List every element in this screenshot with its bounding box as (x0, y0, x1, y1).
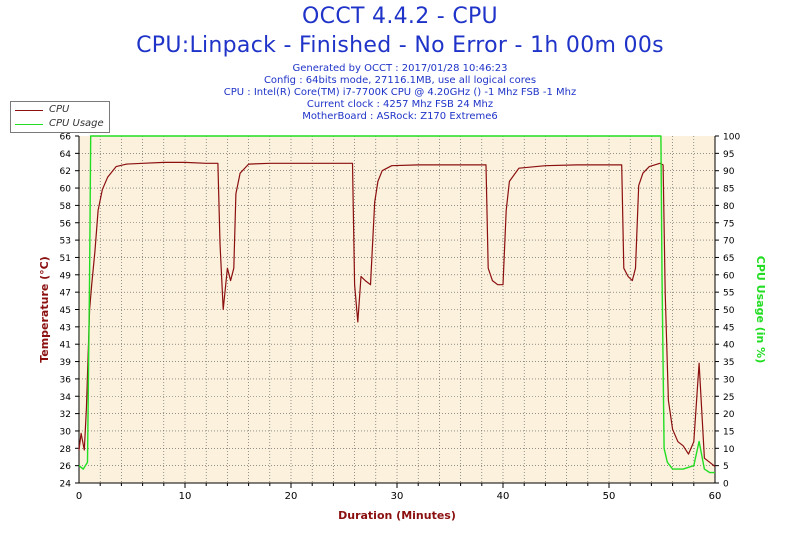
y-right-tick-label: 55 (723, 289, 734, 299)
info-motherboard: MotherBoard : ASRock: Z170 Extreme6 (302, 111, 498, 122)
x-tick-label: 0 (76, 491, 82, 502)
y-left-tick-label: 58 (60, 202, 72, 212)
info-generated: Generated by OCCT : 2017/01/28 10:46:23 (292, 63, 508, 74)
y-right-tick-label: 60 (723, 271, 735, 281)
y-right-tick-label: 40 (723, 341, 735, 351)
y-left-axis-title: Temperature (°C) (38, 256, 51, 363)
y-right-tick-label: 5 (723, 462, 729, 472)
x-tick-label: 50 (603, 491, 616, 502)
chart-subtitle: CPU:Linpack - Finished - No Error - 1h 0… (136, 33, 664, 58)
x-tick-label: 10 (179, 491, 192, 502)
x-axis-title: Duration (Minutes) (338, 509, 456, 522)
y-right-tick-label: 0 (723, 480, 729, 490)
y-right-tick-label: 85 (723, 185, 734, 195)
info-cpu: CPU : Intel(R) Core(TM) i7-7700K CPU @ 4… (223, 87, 577, 98)
y-left-tick-label: 53 (60, 237, 71, 247)
y-left-tick-label: 51 (60, 254, 71, 264)
y-right-tick-label: 20 (723, 410, 735, 420)
y-left-tick-label: 30 (60, 427, 72, 437)
y-right-tick-label: 10 (723, 445, 735, 455)
y-right-tick-label: 100 (723, 133, 740, 143)
y-left-tick-label: 56 (60, 219, 72, 229)
y-left-tick-label: 45 (60, 306, 71, 316)
y-right-tick-label: 90 (723, 167, 735, 177)
y-left-tick-label: 36 (60, 375, 72, 385)
y-right-tick-label: 75 (723, 219, 734, 229)
y-left-tick-label: 60 (60, 185, 72, 195)
y-right-tick-label: 15 (723, 427, 734, 437)
y-right-tick-label: 95 (723, 150, 734, 160)
legend-swatch-cpu-usage (15, 124, 43, 125)
y-left-tick-label: 66 (60, 133, 72, 143)
info-clock: Current clock : 4257 Mhz FSB 24 Mhz (306, 99, 494, 110)
y-right-tick-label: 30 (723, 375, 735, 385)
y-right-tick-label: 35 (723, 358, 734, 368)
y-left-tick-label: 49 (60, 271, 72, 281)
y-right-tick-label: 70 (723, 237, 735, 247)
legend-label-cpu: CPU (49, 104, 70, 115)
y-left-tick-label: 64 (60, 150, 72, 160)
info-config: Config : 64bits mode, 27116.1MB, use all… (263, 75, 537, 86)
y-right-tick-label: 65 (723, 254, 734, 264)
y-left-tick-label: 43 (60, 323, 71, 333)
legend-swatch-cpu (15, 110, 43, 111)
y-left-tick-label: 39 (60, 358, 72, 368)
x-tick-label: 30 (391, 491, 404, 502)
series-line-cpu-usage (78, 135, 715, 474)
y-right-axis-title: CPU Usage (in %) (754, 256, 767, 363)
y-left-tick-label: 34 (60, 393, 72, 403)
y-right-tick-label: 50 (723, 306, 735, 316)
y-left-tick-label: 24 (60, 480, 72, 490)
y-left-tick-label: 32 (60, 410, 71, 420)
x-tick-label: 60 (709, 491, 722, 502)
legend-label-cpu-usage: CPU Usage (49, 118, 104, 129)
legend: CPU CPU Usage (10, 101, 110, 133)
y-left-tick-label: 41 (60, 341, 71, 351)
y-left-tick-label: 47 (60, 289, 71, 299)
x-tick-label: 40 (497, 491, 510, 502)
y-right-tick-label: 45 (723, 323, 734, 333)
y-left-tick-label: 62 (60, 167, 71, 177)
y-right-tick-label: 25 (723, 393, 734, 403)
x-tick-label: 20 (285, 491, 298, 502)
y-right-tick-label: 80 (723, 202, 735, 212)
y-left-tick-label: 28 (60, 445, 72, 455)
y-left-tick-label: 26 (60, 462, 72, 472)
chart-title: OCCT 4.4.2 - CPU (302, 4, 498, 29)
